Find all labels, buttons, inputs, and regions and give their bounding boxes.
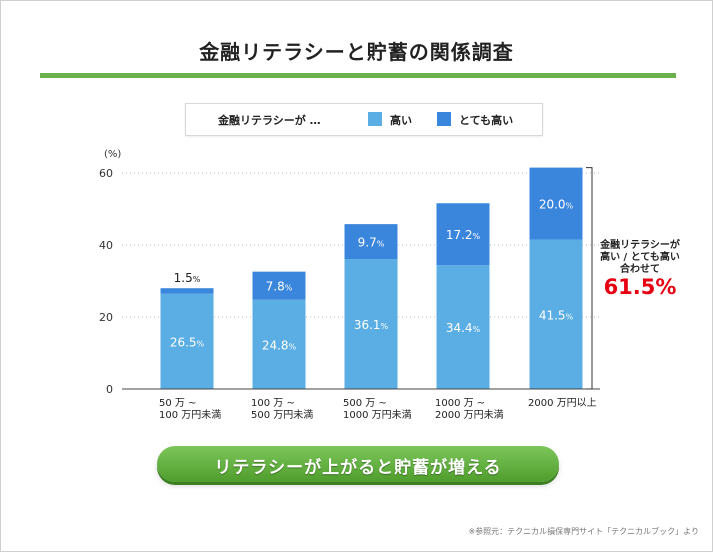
title-underline <box>40 73 676 78</box>
data-label-high: 34.4% <box>446 321 481 335</box>
bar-high <box>529 239 583 389</box>
x-tick-label: 1000 万円未満 <box>343 409 412 421</box>
legend-prefix: 金融リテラシーが … <box>218 114 321 127</box>
y-tick-label: 60 <box>99 167 113 180</box>
x-tick-label: 2000 万円未満 <box>435 409 504 421</box>
x-tick-label: 1000 万 ~ <box>435 398 485 409</box>
conclusion-banner: リテラシーが上がると貯蓄が増える <box>157 446 559 482</box>
y-tick-label: 20 <box>99 311 113 324</box>
x-tick-label: 100 万円未満 <box>159 409 221 421</box>
legend-label-very-high: とても高い <box>459 114 514 127</box>
bar-very-high <box>436 203 490 266</box>
y-unit-label: (%) <box>104 149 121 160</box>
page-title: 金融リテラシーと貯蓄の関係調査 <box>199 40 514 64</box>
bar-very-high <box>344 224 398 260</box>
callout-line-3: 合わせて <box>620 264 660 275</box>
legend: 金融リテラシーが … 高い とても高い <box>185 103 543 136</box>
callout-line-2: 高い / とても高い <box>600 252 680 263</box>
x-tick-label: 100 万 ~ <box>251 398 295 409</box>
total-bracket <box>586 167 593 390</box>
callout-total: 61.5% <box>603 275 677 299</box>
legend-label-high: 高い <box>390 114 412 127</box>
source-note: ※参照元：テクニカル損保専門サイト「テクニカルブック」より <box>468 527 699 536</box>
legend-swatch-high <box>368 112 382 126</box>
legend-swatch-very-high <box>437 112 451 126</box>
x-tick-label: 500 万 ~ <box>343 398 387 409</box>
data-label-very-high: 20.0% <box>539 198 574 212</box>
conclusion-text: リテラシーが上がると貯蓄が増える <box>214 458 502 478</box>
x-tick-label: 50 万 ~ <box>159 398 196 409</box>
bar-very-high <box>160 288 214 294</box>
bar-high <box>344 259 398 389</box>
callout-line-1: 金融リテラシーが <box>600 240 680 251</box>
data-label-high: 41.5% <box>539 308 574 322</box>
data-label-high: 36.1% <box>354 318 389 332</box>
bar-very-high <box>529 167 583 240</box>
data-label-high: 26.5% <box>170 335 205 349</box>
data-label-very-high: 7.8% <box>266 280 293 294</box>
bar-high <box>160 293 214 389</box>
x-tick-label: 2000 万円以上 <box>528 397 597 409</box>
bar-high <box>252 299 306 389</box>
bar-high <box>436 265 490 389</box>
x-tick-label: 500 万円未満 <box>251 409 313 421</box>
y-tick-label: 40 <box>99 239 113 252</box>
data-label-high: 24.8% <box>262 338 297 352</box>
data-label-very-high: 9.7% <box>358 236 385 250</box>
y-tick-label: 0 <box>106 383 113 396</box>
bar-very-high <box>252 271 306 300</box>
data-label-very-high: 17.2% <box>446 228 481 242</box>
data-label-very-high: 1.5% <box>174 271 201 285</box>
